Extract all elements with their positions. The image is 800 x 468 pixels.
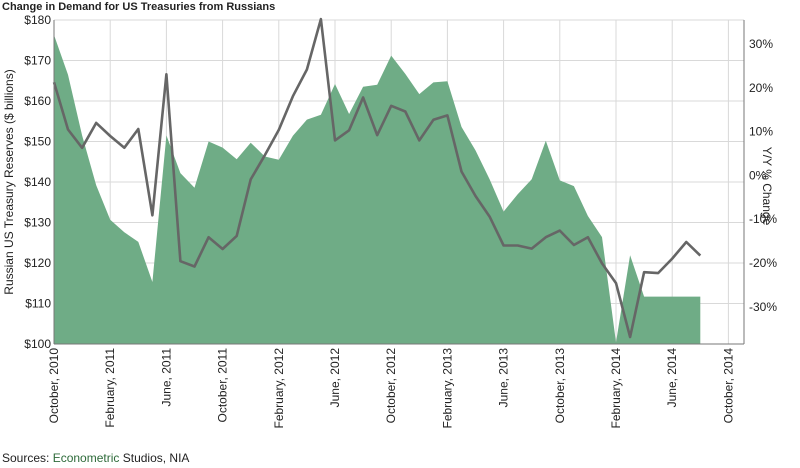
y2-tick-label: 20% [749,81,773,95]
y-tick-label: $120 [24,256,51,270]
x-tick-label: October, 2011 [216,348,230,423]
x-tick-label: February, 2011 [103,348,117,428]
y-tick-label: $130 [24,216,51,230]
x-tick-label: June, 2012 [328,348,342,408]
y2-tick-label: -20% [749,256,777,270]
y-tick-label: $160 [24,94,51,108]
reserves-area [54,35,701,344]
y-axis-label: Russian US Treasury Reserves ($ billions… [2,69,16,294]
axes [53,20,745,345]
y-tick-label: $150 [24,135,51,149]
x-tick-label: February, 2012 [272,348,286,429]
source-brand: Econometric [52,451,120,465]
y2-tick-label: 30% [749,37,773,51]
x-tick-label: February, 2013 [440,348,454,429]
x-tick-label: October, 2014 [721,348,735,424]
left-axis-tick-labels: $180 $170 $160 $150 $140 $130 $120 $110 $100 [24,13,51,351]
y2-tick-label: -10% [749,212,777,226]
x-tick-label: June, 2013 [497,348,511,408]
y-tick-label: $180 [24,13,51,27]
source-prefix: Sources: [2,451,53,465]
yoy-change-series [52,17,702,339]
y2-tick-label: 10% [749,125,773,139]
reserves-series [54,35,701,344]
source-note: Sources: Econometric Studios, NIA [2,451,189,465]
x-tick-label: October, 2010 [47,348,61,424]
chart-title: Change in Demand for US Treasuries from … [2,1,276,13]
x-tick-label: October, 2012 [384,348,398,424]
right-axis-tick-labels: 30% 20% 10% 0% -10% -20% -30% [749,37,777,314]
y-tick-label: $140 [24,175,51,189]
x-tick-label: October, 2013 [553,348,567,424]
x-tick-label: June, 2014 [665,348,679,408]
yoy-change-line [52,17,702,339]
source-suffix: Studios, NIA [119,451,190,465]
x-tick-label: June, 2011 [159,348,173,407]
y2-tick-label: 0% [749,168,767,182]
y2-axis-label: Y/Y % Change [760,147,774,226]
x-axis-tick-labels: October, 2010 February, 2011 June, 2011 Oct… [47,348,735,429]
y-tick-label: $110 [25,297,51,311]
x-tick-label: February, 2014 [609,348,623,429]
y-tick-label: $100 [24,337,51,351]
y-tick-label: $170 [24,54,51,68]
y2-tick-label: -30% [749,300,777,314]
